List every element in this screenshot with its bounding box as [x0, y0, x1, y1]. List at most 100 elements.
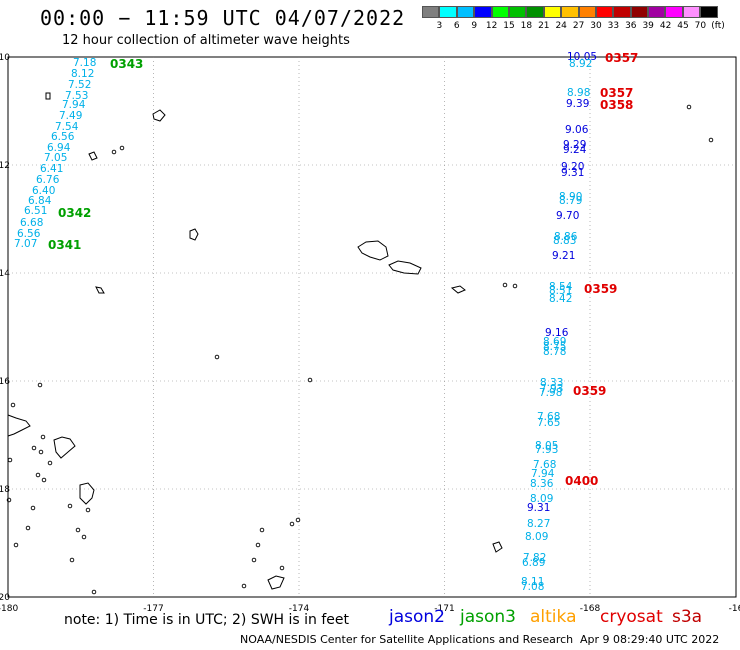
islet-outline [289, 521, 295, 527]
wave-height-label: 8.98 [567, 87, 590, 99]
color-swatch [648, 6, 666, 18]
island-outlines [6, 92, 714, 595]
island-outline [95, 286, 105, 294]
wave-height-label: 7.98 [539, 387, 562, 399]
legend-jason3: jason3 [460, 607, 516, 627]
wave-height-label: 7.52 [68, 79, 91, 91]
wave-height-label: 8.79 [559, 195, 582, 207]
wave-height-label: 8.36 [530, 478, 554, 490]
islet-outline [67, 503, 73, 509]
color-scale-unit: (ft) [711, 21, 725, 31]
islet-outline [119, 145, 125, 151]
wave-height-label: 7.07 [14, 238, 37, 250]
islet-outline [708, 137, 714, 143]
color-swatch [439, 6, 457, 18]
wave-height-label: 7.05 [44, 152, 67, 164]
wave-height-label: 8.11 [521, 576, 544, 588]
color-swatch [578, 6, 596, 18]
island-outline [450, 285, 466, 294]
color-swatch [543, 6, 562, 18]
axis-labels: -180 -177 -174 -171 -168 -16 -10 -12 -14 -16 -18 -2… [0, 53, 740, 614]
island-outline [267, 575, 285, 590]
satellite-tracks: 7.188.127.527.537.947.497.546.566.947.05… [14, 51, 638, 593]
footnote: note: 1) Time is in UTC; 2) SWH is in fe… [64, 612, 350, 628]
islet-outline [10, 402, 16, 408]
islet-outline [502, 282, 508, 288]
islet-outline [69, 557, 75, 563]
islet-outline [41, 477, 47, 483]
color-swatch [526, 6, 544, 18]
color-scale-tick: 36 [625, 21, 637, 31]
island-outline [189, 228, 199, 241]
wave-height-label: 6.56 [17, 228, 41, 240]
pass-time-label: 0343 [110, 57, 143, 71]
wave-height-label: 6.40 [32, 185, 55, 197]
wave-height-label: 9.21 [552, 250, 575, 262]
islet-outline [91, 589, 97, 595]
pass-time-label: 0357 [605, 51, 638, 65]
color-scale-tick: 39 [642, 21, 654, 31]
wave-height-label: 6.84 [28, 195, 52, 207]
wave-height-label: 9.39 [566, 98, 589, 110]
island-outline [79, 482, 95, 505]
wave-height-label: 8.12 [71, 68, 94, 80]
wave-height-label: 6.68 [20, 217, 43, 229]
island-outline [53, 436, 76, 459]
longitude-label: -177 [143, 604, 163, 614]
pass-time-label: 0341 [48, 238, 81, 252]
generation-timestamp: Apr 9 08:29:40 UTC 2022 [580, 633, 720, 646]
islet-outline [214, 354, 220, 360]
wave-height-label: 9.70 [556, 210, 579, 222]
color-swatch [630, 6, 649, 18]
pass-time-label: 0357 [600, 86, 633, 100]
islet-outline [75, 527, 81, 533]
pass-time-label: 0342 [58, 206, 91, 220]
wave-height-label: 7.08 [521, 581, 544, 593]
wave-height-label: 9.24 [563, 144, 587, 156]
color-scale-tick: 30 [590, 21, 602, 31]
wave-height-label: 8.27 [527, 518, 550, 530]
islet-outline [6, 497, 12, 503]
islet-outline [37, 382, 43, 388]
wave-height-label: 6.51 [24, 205, 47, 217]
wave-height-label: 8.69 [543, 336, 566, 348]
islet-outline [7, 457, 13, 463]
legend-s3a: s3a [672, 607, 703, 627]
wave-height-label: 7.93 [535, 444, 558, 456]
wave-height-label: 6.56 [51, 131, 75, 143]
wave-height-label: 8.75 [543, 341, 566, 353]
pass-time-label: 0400 [565, 474, 598, 488]
wave-height-label: 7.65 [537, 417, 560, 429]
wave-height-label: 6.76 [36, 174, 60, 186]
wave-height-label: 7.49 [59, 110, 82, 122]
color-swatch [491, 6, 509, 18]
legend-jason2: jason2 [389, 607, 445, 627]
latitude-label: -14 [0, 269, 10, 279]
pass-time-label: 0359 [584, 282, 617, 296]
wave-height-label: 7.82 [523, 552, 546, 564]
islet-outline [30, 505, 36, 511]
color-swatch [682, 6, 701, 18]
islet-outline [38, 449, 44, 455]
longitude-label: -16 [729, 604, 740, 614]
wave-height-label: 8.09 [530, 493, 553, 505]
color-swatch [595, 6, 614, 18]
color-scale-tick: 3 [436, 21, 443, 31]
islet-outline [241, 583, 247, 589]
color-scale-tick: 12 [485, 21, 498, 31]
islet-outline [686, 104, 692, 110]
wave-height-label: 6.94 [47, 142, 71, 154]
wave-height-label: 8.86 [554, 231, 578, 243]
latitude-label: -12 [0, 161, 10, 171]
color-scale-bar [422, 6, 718, 18]
latitude-label: -20 [0, 593, 10, 603]
credit-line: NOAA/NESDIS Center for Satellite Applica… [240, 633, 574, 646]
island-outline [492, 541, 503, 553]
color-scale-tick: 45 [677, 21, 689, 31]
islet-outline [111, 149, 117, 155]
islet-outline [31, 445, 37, 451]
color-swatch [613, 6, 631, 18]
legend-altika: altika [530, 607, 577, 627]
latitude-label: -18 [0, 485, 10, 495]
